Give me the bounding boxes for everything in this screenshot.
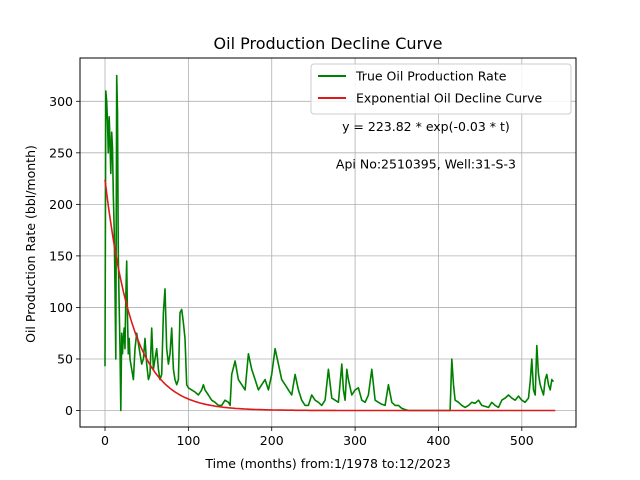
series-exponential-decline-curve: [104, 179, 556, 412]
legend-label-decline-curve: Exponential Oil Decline Curve: [356, 91, 543, 106]
legend: True Oil Production Rate Exponential Oil…: [310, 63, 572, 115]
y-tick-label: 50: [57, 351, 73, 366]
y-tick-label: 150: [49, 248, 73, 263]
x-tick-label: 0: [101, 433, 109, 448]
axis-ticks: 0 100 200 300 400 500 0 50 100 150 200 250 300: [49, 94, 534, 448]
x-tick-label: 400: [427, 433, 451, 448]
x-tick-label: 300: [343, 433, 367, 448]
y-tick-label: 200: [49, 197, 73, 212]
chart-title: Oil Production Decline Curve: [214, 34, 443, 53]
y-tick-label: 100: [49, 300, 73, 315]
legend-label-true-rate: True Oil Production Rate: [355, 69, 507, 84]
x-tick-label: 500: [510, 433, 534, 448]
y-tick-label: 0: [65, 403, 73, 418]
x-tick-label: 200: [260, 433, 284, 448]
y-tick-label: 250: [49, 145, 73, 160]
legend-box: [310, 63, 572, 115]
well-info-annotation: Api No:2510395, Well:31-S-3: [336, 156, 516, 171]
y-tick-label: 300: [49, 94, 73, 109]
x-tick-label: 100: [176, 433, 200, 448]
equation-annotation: y = 223.82 * exp(-0.03 * t): [342, 119, 510, 134]
series-true-oil-production-rate: [104, 74, 555, 412]
plot-lines: [104, 74, 556, 412]
axes-frame: [79, 57, 577, 428]
x-axis-label: Time (months) from:1/1978 to:12/2023: [204, 456, 450, 471]
y-axis-label: Oil Production Rate (bbl/month): [23, 145, 38, 343]
